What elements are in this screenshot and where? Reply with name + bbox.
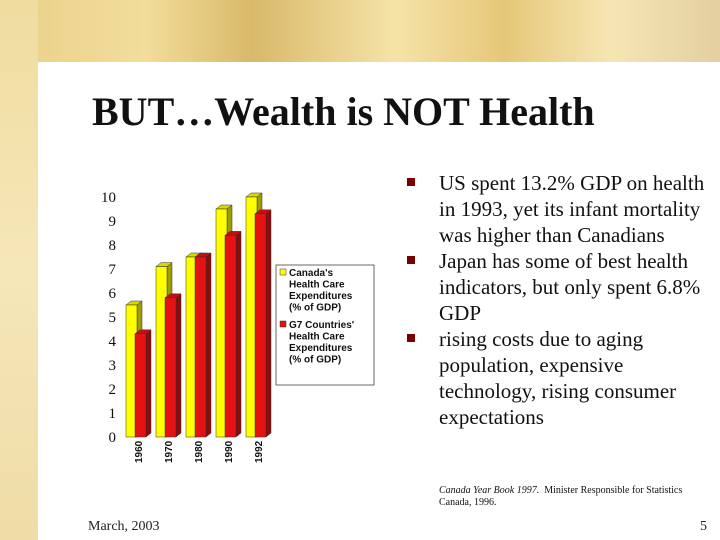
source-publisher: Minister Responsible for Statistics Cana… xyxy=(439,485,683,508)
x-tick-label: 1990 xyxy=(224,440,235,463)
y-tick-label: 8 xyxy=(109,238,117,254)
y-tick-label: 4 xyxy=(109,334,117,350)
bar-side-face xyxy=(145,329,152,438)
bar-g7-1960 xyxy=(134,329,152,438)
source-citation: Canada Year Book 1997. Minister Responsi… xyxy=(439,485,709,509)
bullet-item: Japan has some of best health indicators… xyxy=(405,248,705,326)
y-tick-label: 3 xyxy=(109,358,117,374)
bar-front-face xyxy=(134,333,147,438)
y-tick-label: 6 xyxy=(109,286,117,302)
x-tick-label: 1970 xyxy=(164,440,175,463)
bar-g7-1990 xyxy=(224,230,242,438)
bar-front-face xyxy=(194,256,207,438)
y-tick-label: 5 xyxy=(109,310,117,326)
legend-swatch xyxy=(279,268,287,276)
bar-side-face xyxy=(235,230,242,438)
bullet-item: US spent 13.2% GDP on health in 1993, ye… xyxy=(405,170,705,248)
legend-label: Canada's Health Care Expenditures (% of GDP… xyxy=(289,268,353,314)
x-tick-label: 1992 xyxy=(254,440,265,463)
y-tick-label: 10 xyxy=(101,190,116,206)
x-axis-ticks: 1960 1970 1980 1990 1992 xyxy=(134,440,265,463)
legend-box xyxy=(275,264,375,386)
x-tick-label: 1960 xyxy=(134,440,145,463)
bar-side-face xyxy=(175,293,182,438)
square-bullet-icon xyxy=(407,178,415,186)
bullet-list: US spent 13.2% GDP on health in 1993, ye… xyxy=(405,170,705,430)
square-bullet-icon xyxy=(407,256,415,264)
bar-g7-1980 xyxy=(194,252,212,438)
source-title: Canada Year Book 1997. xyxy=(439,485,540,496)
legend-label: G7 Countries' Health Care Expenditures (% o… xyxy=(289,320,354,366)
bar-g7-1970 xyxy=(164,293,182,438)
page-number: 5 xyxy=(700,519,707,534)
y-tick-label: 7 xyxy=(109,262,117,278)
decorative-banner xyxy=(0,0,720,70)
chart-bars xyxy=(125,192,272,438)
chart-legend: Canada's Health Care Expenditures (% of GDP… xyxy=(275,264,375,386)
y-tick-label: 0 xyxy=(109,430,117,446)
bar-g7-1992 xyxy=(254,209,272,438)
bar-front-face xyxy=(254,213,267,438)
bullet-text: US spent 13.2% GDP on health in 1993, ye… xyxy=(439,171,705,247)
legend-swatch xyxy=(279,320,287,328)
bullet-text: Japan has some of best health indicators… xyxy=(439,249,701,325)
y-axis-ticks: 0 1 2 3 4 5 6 7 8 9 10 xyxy=(101,190,117,446)
footer-date: March, 2003 xyxy=(88,519,160,534)
slide-panel xyxy=(38,62,720,540)
x-tick-label: 1980 xyxy=(194,440,205,463)
bar-front-face xyxy=(164,297,177,438)
bullet-item: rising costs due to aging population, ex… xyxy=(405,326,705,430)
bar-chart: 0 1 2 3 4 5 6 7 8 9 10 1960 1970 1980 1990 1992 Canada… xyxy=(101,190,375,463)
bar-front-face xyxy=(224,235,237,438)
square-bullet-icon xyxy=(407,334,415,342)
y-tick-label: 2 xyxy=(109,382,117,398)
decorative-left-strip xyxy=(0,0,38,540)
y-tick-label: 1 xyxy=(109,406,117,422)
slide-title: BUT…Wealth is NOT Health xyxy=(92,89,595,134)
bar-side-face xyxy=(205,252,212,438)
y-tick-label: 9 xyxy=(109,214,117,230)
bullet-text: rising costs due to aging population, ex… xyxy=(439,327,677,429)
bar-side-face xyxy=(265,209,272,438)
